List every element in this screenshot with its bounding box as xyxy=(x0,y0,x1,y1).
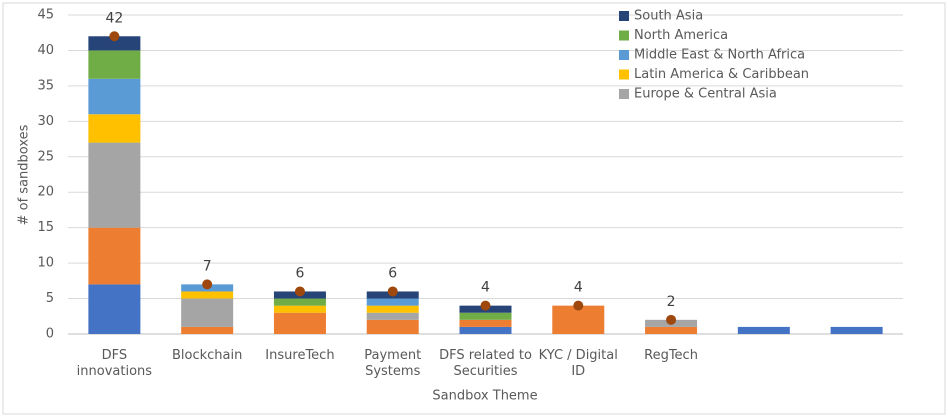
x-tick-label: Blockchain xyxy=(171,348,243,363)
y-tick-label: 5 xyxy=(46,291,54,306)
y-tick-label: 10 xyxy=(37,256,54,271)
y-tick-label: 40 xyxy=(37,43,54,58)
bar-segment xyxy=(88,284,141,334)
y-tick-label: 25 xyxy=(37,149,54,164)
bar-segment xyxy=(181,298,234,327)
bar-segment xyxy=(88,114,141,143)
legend-label: North America xyxy=(634,28,728,43)
total-marker xyxy=(202,279,213,290)
bar-segment xyxy=(830,326,883,334)
bar-segment xyxy=(88,36,141,51)
total-marker xyxy=(573,300,584,311)
bar-segment xyxy=(645,326,698,334)
x-tick-label: KYC / Digital ID xyxy=(538,348,618,379)
bar-segment xyxy=(88,142,141,228)
bar-segment xyxy=(366,298,419,306)
y-tick-label: 20 xyxy=(37,185,54,200)
y-tick-label: 15 xyxy=(37,220,54,235)
bar-segment xyxy=(459,326,512,334)
total-marker xyxy=(666,314,677,325)
bar-segment xyxy=(273,298,326,306)
bar-segment xyxy=(366,312,419,320)
legend-swatch xyxy=(619,89,629,99)
total-label: 7 xyxy=(203,258,212,274)
bar-segment xyxy=(366,319,419,334)
legend-swatch xyxy=(619,69,629,80)
y-axis-title: # of sandboxes xyxy=(17,124,32,225)
bar-segment xyxy=(88,78,141,115)
y-tick-label: 0 xyxy=(46,327,54,342)
total-marker xyxy=(294,286,305,297)
total-label: 6 xyxy=(295,265,304,281)
total-label: 42 xyxy=(105,10,123,26)
bar-segment xyxy=(273,305,326,313)
bar-segment xyxy=(181,326,234,334)
bar-segment xyxy=(366,305,419,313)
legend-label: Latin America & Caribbean xyxy=(634,67,809,82)
bar-segment xyxy=(737,326,790,334)
total-marker xyxy=(387,286,398,297)
legend-label: South Asia xyxy=(634,9,703,24)
legend-label: Middle East & North Africa xyxy=(634,48,805,63)
bar-segment xyxy=(88,50,141,79)
x-tick-label: DFS related to Securities xyxy=(439,348,532,379)
x-tick-label: RegTech xyxy=(644,348,698,363)
x-tick-label: InsureTech xyxy=(265,348,335,363)
x-axis-title: Sandbox Theme xyxy=(432,389,537,404)
total-label: 2 xyxy=(667,294,676,310)
total-marker xyxy=(109,31,120,42)
bar-segment xyxy=(459,319,512,327)
bar-segment xyxy=(181,291,234,299)
legend-swatch xyxy=(619,50,629,60)
bar-segment xyxy=(459,312,512,320)
y-tick-label: 45 xyxy=(37,8,54,23)
bar-segment xyxy=(88,227,141,285)
legend-swatch xyxy=(619,11,629,21)
x-tick-label: Payment Systems xyxy=(364,348,422,379)
legend-swatch xyxy=(619,30,629,41)
y-tick-label: 30 xyxy=(37,114,54,129)
total-marker xyxy=(480,300,491,311)
total-label: 4 xyxy=(574,280,583,296)
total-label: 4 xyxy=(481,280,490,296)
x-tick-label: DFS innovations xyxy=(76,348,153,379)
y-tick-label: 35 xyxy=(37,78,54,93)
total-label: 6 xyxy=(388,265,397,281)
bar-segment xyxy=(273,312,326,334)
legend-label: Europe & Central Asia xyxy=(634,87,777,102)
